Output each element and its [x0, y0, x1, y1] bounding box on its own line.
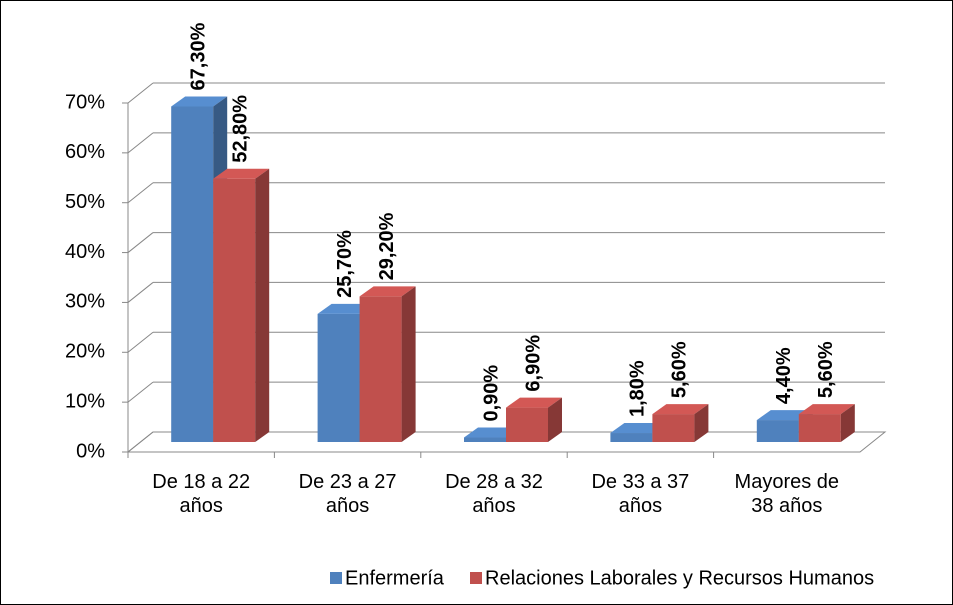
value-label: 0,90%	[480, 365, 502, 422]
bar	[359, 296, 402, 442]
bar-top	[359, 286, 416, 297]
legend-label: Enfermería	[345, 567, 445, 589]
y-tick-label: 70%	[65, 91, 105, 113]
bar	[798, 414, 841, 442]
bar	[756, 420, 799, 442]
bar	[652, 414, 695, 442]
y-tick-label: 0%	[76, 440, 105, 462]
x-tick-label: De 28 a 32 años	[445, 471, 543, 517]
value-label: 6,90%	[522, 335, 544, 392]
x-tick-label: De 33 a 37 años	[591, 471, 690, 517]
bar-side	[401, 286, 416, 442]
value-label: 5,60%	[815, 341, 837, 398]
y-tick-label: 10%	[65, 390, 105, 412]
legend-swatch	[330, 572, 342, 584]
value-label: 29,20%	[376, 212, 398, 280]
bar-top	[213, 168, 270, 179]
grid-side	[127, 82, 154, 104]
bar-side	[840, 404, 855, 442]
bar-side	[694, 404, 709, 442]
value-label: 25,70%	[334, 230, 356, 298]
grid-side	[127, 282, 154, 303]
legend-label: Relaciones Laborales y Recursos Humanos	[485, 567, 874, 589]
value-label: 1,80%	[627, 360, 649, 417]
bar	[213, 178, 256, 443]
grid-side	[127, 431, 154, 453]
x-tick-label: De 23 a 27 años	[298, 471, 397, 517]
bar-top	[798, 404, 855, 415]
bar-side	[255, 168, 270, 443]
grid-side	[127, 182, 154, 204]
grid-side	[127, 331, 154, 353]
value-label: 5,60%	[669, 341, 691, 398]
x-tick-label: Mayores de 38 años	[734, 471, 840, 517]
y-tick-label: 60%	[65, 141, 105, 163]
grid-side	[127, 132, 154, 154]
y-tick-label: 40%	[65, 241, 105, 263]
bar	[171, 106, 214, 442]
legend-swatch	[470, 572, 482, 584]
bar	[317, 313, 360, 442]
bar	[506, 407, 548, 442]
grid-side	[127, 232, 154, 253]
x-tick-label: De 18 a 22 años	[152, 471, 251, 517]
value-label: 4,40%	[773, 347, 795, 404]
bar	[610, 433, 653, 442]
bar	[464, 437, 506, 442]
y-tick-label: 50%	[65, 191, 105, 213]
value-label: 67,30%	[187, 22, 209, 90]
y-tick-label: 30%	[65, 291, 105, 313]
bar-top	[506, 397, 562, 408]
bar-top	[171, 96, 228, 107]
grid-side	[127, 381, 154, 403]
bar-side	[548, 397, 562, 442]
value-label: 52,80%	[229, 95, 251, 163]
y-tick-label: 20%	[65, 341, 105, 363]
bar-top	[652, 404, 709, 415]
